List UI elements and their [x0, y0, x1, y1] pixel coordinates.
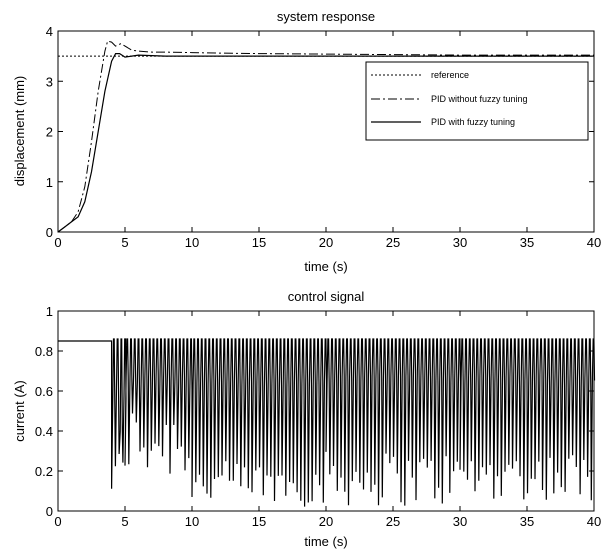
- y-tick-label: 0: [46, 225, 53, 240]
- y-tick-label: 2: [46, 125, 53, 140]
- legend-label-pid-without-fuzzy: PID without fuzzy tuning: [431, 94, 528, 104]
- x-tick-label: 25: [386, 235, 400, 250]
- system-response-chart: system response 0 5 10 15 20 25 30 35 40 0 1 2 3 4 ti…: [12, 9, 601, 274]
- x-axis-label: time (s): [304, 534, 347, 549]
- control-signal-chart: control signal 0 5 10 15 20 25 30 35 40 0 0.2 0.4 0.…: [12, 289, 601, 549]
- y-tick-label: 0: [46, 504, 53, 519]
- chart-title: system response: [277, 9, 375, 24]
- axis-ticks: 0 5 10 15 20 25 30 35 40 0 0.2 0.4 0.6 0.8 1: [35, 304, 601, 529]
- y-tick-label: 4: [46, 24, 53, 39]
- y-tick-label: 3: [46, 74, 53, 89]
- x-tick-label: 20: [319, 514, 333, 529]
- legend-label-pid-with-fuzzy: PID with fuzzy tuning: [431, 117, 515, 127]
- x-tick-label: 15: [252, 235, 266, 250]
- x-tick-label: 5: [121, 235, 128, 250]
- series-lines: [57, 40, 594, 233]
- x-tick-label: 40: [587, 514, 601, 529]
- y-tick-label: 0.8: [35, 344, 53, 359]
- series-line-2: [57, 53, 594, 233]
- x-tick-label: 20: [319, 235, 333, 250]
- axis-ticks: 0 5 10 15 20 25 30 35 40 0 1 2 3 4: [46, 24, 601, 250]
- x-tick-label: 0: [54, 235, 61, 250]
- y-tick-label: 0.6: [35, 384, 53, 399]
- legend: reference PID without fuzzy tuning PID w…: [365, 61, 589, 141]
- x-tick-label: 25: [386, 514, 400, 529]
- x-tick-label: 0: [54, 514, 61, 529]
- series-lines: [58, 338, 596, 507]
- y-axis-label: current (A): [12, 380, 27, 441]
- y-axis-label: displacement (mm): [12, 76, 27, 187]
- legend-label-reference: reference: [431, 70, 469, 80]
- x-tick-label: 35: [520, 514, 534, 529]
- x-tick-label: 30: [453, 235, 467, 250]
- x-axis-label: time (s): [304, 259, 347, 274]
- y-tick-label: 0.2: [35, 464, 53, 479]
- x-tick-label: 40: [587, 235, 601, 250]
- y-tick-label: 1: [46, 175, 53, 190]
- x-tick-label: 10: [185, 235, 199, 250]
- x-tick-label: 35: [520, 235, 534, 250]
- x-tick-label: 30: [453, 514, 467, 529]
- y-tick-label: 0.4: [35, 424, 53, 439]
- chart-title: control signal: [288, 289, 365, 304]
- x-tick-label: 10: [185, 514, 199, 529]
- x-tick-label: 5: [121, 514, 128, 529]
- series-line-1: [57, 40, 594, 233]
- x-tick-label: 15: [252, 514, 266, 529]
- y-tick-label: 1: [46, 304, 53, 319]
- series-line-0: [58, 338, 596, 507]
